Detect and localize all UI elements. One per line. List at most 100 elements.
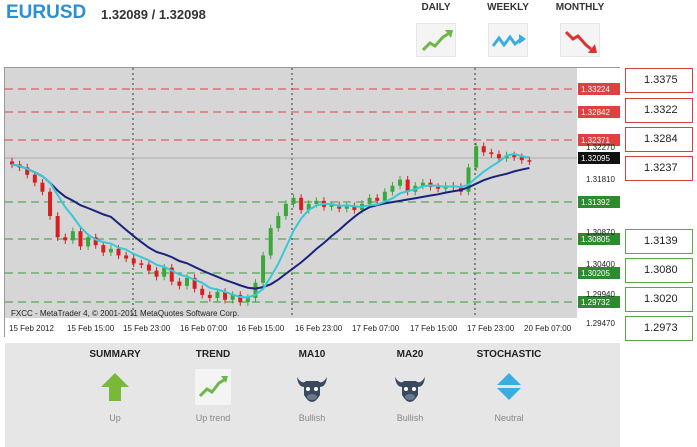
- chart-svg: 1.33224 1.32842 1.32371 1.31392 1.30805 1.302…: [5, 68, 621, 338]
- level-tag-label: 1.32371: [581, 136, 610, 145]
- candle-body: [390, 185, 395, 192]
- candle-body: [352, 206, 357, 210]
- support-level[interactable]: 1.3080: [625, 258, 693, 283]
- candle-body: [238, 294, 243, 303]
- candle-body: [367, 197, 372, 204]
- indicator-value: Bullish: [396, 413, 424, 423]
- candle-body: [131, 258, 136, 264]
- support-level[interactable]: 1.2973: [625, 316, 693, 341]
- y-axis-label: 1.32270: [586, 143, 615, 152]
- timeframe-label: MONTHLY: [555, 2, 605, 13]
- indicator-summary[interactable]: SUMMARY Up: [70, 349, 160, 425]
- level-tag-label: 1.31392: [581, 198, 610, 207]
- resistance-level[interactable]: 1.3237: [625, 156, 693, 181]
- candle-body: [436, 186, 441, 189]
- level-tag: [578, 83, 620, 95]
- candle-body: [276, 216, 281, 229]
- candle-body: [215, 291, 220, 298]
- candle-body: [200, 288, 205, 295]
- y-axis-label: 1.29470: [586, 319, 615, 328]
- candle-body: [268, 228, 273, 256]
- x-axis-label: 16 Feb 07:00: [180, 324, 228, 333]
- timeframe-daily[interactable]: DAILY: [406, 0, 466, 57]
- candle-body: [337, 205, 342, 209]
- candle-body: [55, 216, 60, 238]
- indicator-stochastic[interactable]: STOCHASTIC Neutral: [464, 349, 554, 425]
- resistance-level[interactable]: 1.3322: [625, 98, 693, 123]
- candle-body: [466, 167, 471, 192]
- support-level[interactable]: 1.3020: [625, 287, 693, 312]
- candle-body: [527, 160, 532, 162]
- candle-body: [93, 237, 98, 246]
- candle-body: [177, 281, 182, 286]
- candle-body: [474, 146, 479, 168]
- candle-body: [253, 282, 258, 298]
- candle-body: [420, 182, 425, 186]
- indicator-trend[interactable]: TREND Up trend: [168, 349, 258, 425]
- candle-body: [223, 291, 228, 300]
- y-axis-label: 1.30870: [586, 228, 615, 237]
- candle-body: [283, 203, 288, 217]
- x-axis-label: 15 Feb 15:00: [67, 324, 115, 333]
- level-tag-label: 1.30805: [581, 235, 610, 244]
- candle-body: [375, 197, 380, 201]
- candle-body: [70, 231, 75, 241]
- timeframe-label: WEEKLY: [487, 2, 529, 13]
- support-level[interactable]: 1.3139: [625, 229, 693, 254]
- indicator-value: Up: [109, 413, 121, 423]
- price-chart[interactable]: 1.33224 1.32842 1.32371 1.31392 1.30805 1.302…: [4, 67, 621, 338]
- timeframe-monthly[interactable]: MONTHLY: [550, 0, 610, 57]
- header: EURUSD 1.32089 / 1.32098 DAILY WEEKLY MO…: [0, 0, 697, 66]
- candle-body: [101, 245, 106, 253]
- resistance-level[interactable]: 1.3284: [625, 127, 693, 152]
- candle-body: [230, 294, 235, 300]
- candle-body: [344, 206, 349, 209]
- candle-body: [299, 197, 304, 210]
- candle-body: [207, 294, 212, 298]
- candle-body: [146, 264, 151, 271]
- candle-body: [496, 154, 501, 159]
- candle-body: [116, 248, 121, 256]
- candle-body: [169, 267, 174, 282]
- candle-body: [519, 157, 524, 161]
- x-axis-label: 20 Feb 07:00: [524, 324, 572, 333]
- diamond-icon: [491, 369, 527, 405]
- symbol-title: EURUSD: [6, 2, 87, 23]
- timeframe-label: DAILY: [421, 2, 451, 13]
- candle-body: [124, 255, 129, 259]
- x-axis-label: 17 Feb 15:00: [410, 324, 458, 333]
- resistance-level[interactable]: 1.3375: [625, 68, 693, 93]
- candle-body: [10, 161, 14, 165]
- candle-body: [261, 255, 266, 283]
- indicator-ma20[interactable]: MA20 Bullish: [365, 349, 455, 425]
- level-tag: [578, 134, 620, 146]
- indicator-title: TREND: [195, 349, 231, 360]
- x-axis-label: 16 Feb 23:00: [295, 324, 343, 333]
- candle-body: [25, 167, 30, 175]
- candle-body: [329, 205, 334, 207]
- x-axis-label: 17 Feb 07:00: [352, 324, 400, 333]
- candle-body: [481, 146, 486, 153]
- indicator-title: STOCHASTIC: [476, 349, 542, 360]
- trend-up-icon: [195, 369, 231, 405]
- indicator-value: Bullish: [298, 413, 326, 423]
- candle-body: [382, 191, 387, 201]
- level-tag: [578, 233, 620, 245]
- candle-body: [489, 152, 494, 155]
- candle-body: [108, 248, 113, 253]
- bid-ask-price: 1.32089 / 1.32098: [101, 7, 206, 22]
- candle-body: [314, 200, 319, 204]
- indicator-title: MA10: [298, 349, 326, 360]
- level-tag-label: 1.30205: [581, 269, 610, 278]
- candle-body: [40, 182, 45, 192]
- indicator-value: Up trend: [195, 413, 231, 423]
- level-tag: [578, 296, 620, 308]
- level-tag-label: 1.33224: [581, 85, 610, 94]
- trend-down-icon: [560, 23, 600, 57]
- indicator-ma10[interactable]: MA10 Bullish: [267, 349, 357, 425]
- indicator-title: SUMMARY: [89, 349, 141, 360]
- trend-zigzag-icon: [488, 23, 528, 57]
- timeframe-weekly[interactable]: WEEKLY: [478, 0, 538, 57]
- current-price-label: 1.32095: [581, 154, 610, 163]
- candle-body: [139, 263, 144, 265]
